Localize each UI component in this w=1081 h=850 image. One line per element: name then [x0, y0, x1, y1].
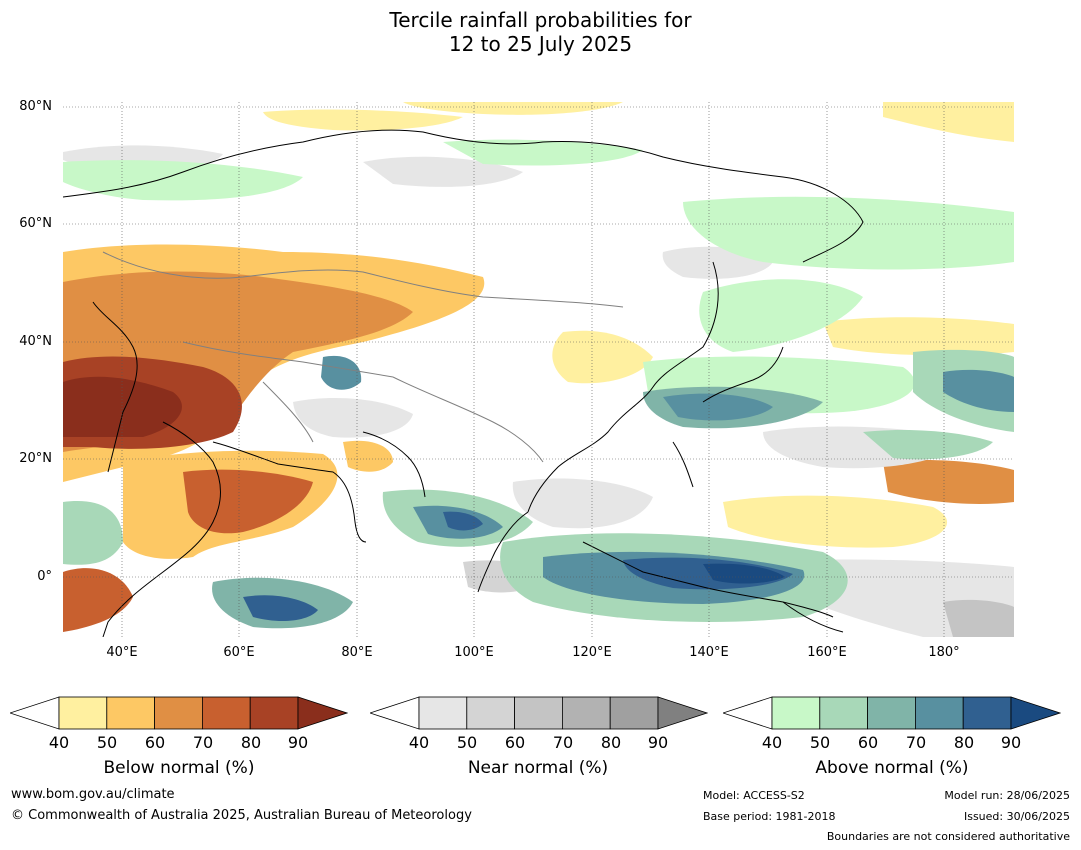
- colorbar-below-segments: [58, 696, 299, 730]
- colorbar-near-segment-70: [561, 696, 611, 730]
- coastlines: [63, 129, 864, 637]
- lon-label-120e: 120°E: [572, 645, 612, 660]
- lon-label-180: 180°: [928, 645, 960, 660]
- colorbar-near-max-arrow: [657, 696, 708, 730]
- tick-below-80: 80: [240, 733, 262, 752]
- title-line-1: Tercile rainfall probabilities for: [389, 8, 692, 32]
- colorbar-near-ticks: 40 50 60 70 80 90: [399, 733, 679, 752]
- colorbar-below-segment-70: [201, 696, 251, 730]
- base-period: Base period: 1981-2018: [703, 810, 836, 823]
- tick-above-40: 40: [761, 733, 783, 752]
- lon-label-80e: 80°E: [341, 645, 373, 660]
- colorbar-below-title: Below normal (%): [103, 758, 255, 778]
- colorbar-near-segment-80: [609, 696, 659, 730]
- colorbar-below-normal: [10, 696, 348, 730]
- colorbar-above-segments: [771, 696, 1012, 730]
- colorbar-above-segment-40: [771, 696, 821, 730]
- colorbar-above-segment-60: [867, 696, 916, 730]
- colorbar-near-segment-50: [466, 696, 516, 730]
- model-run-date: Model run: 28/06/2025: [944, 789, 1070, 802]
- lat-label-0: 0°: [37, 569, 52, 584]
- colorbar-above-segment-80: [962, 696, 1012, 730]
- tick-above-80: 80: [953, 733, 975, 752]
- country-borders: [102, 251, 624, 463]
- colorbar-above-segment-50: [819, 696, 869, 730]
- lon-label-40e: 40°E: [106, 645, 138, 660]
- tick-near-50: 50: [456, 733, 478, 752]
- tick-above-90: 90: [1000, 733, 1022, 752]
- tick-near-60: 60: [504, 733, 526, 752]
- colorbar-below-segment-80: [249, 696, 299, 730]
- colorbar-near-segments: [418, 696, 659, 730]
- lat-label-40n: 40°N: [19, 334, 52, 349]
- tick-near-40: 40: [408, 733, 430, 752]
- tick-above-70: 70: [905, 733, 927, 752]
- tick-below-70: 70: [192, 733, 214, 752]
- colorbar-near-segment-60: [514, 696, 563, 730]
- colorbar-above-normal: [723, 696, 1061, 730]
- model-name: Model: ACCESS-S2: [703, 789, 805, 802]
- map-canvas: [63, 102, 1014, 637]
- colorbar-near-segment-40: [418, 696, 468, 730]
- colorbar-below-segment-60: [154, 696, 203, 730]
- colorbar-near-title: Near normal (%): [467, 758, 609, 778]
- colorbar-near-normal: [370, 696, 708, 730]
- colorbar-above-title: Above normal (%): [815, 758, 969, 778]
- tick-below-40: 40: [48, 733, 70, 752]
- colorbar-below-ticks: 40 50 60 70 80 90: [39, 733, 319, 752]
- copyright-text: © Commonwealth of Australia 2025, Austra…: [11, 808, 472, 823]
- graticule: [63, 102, 1014, 637]
- lon-label-160e: 160°E: [807, 645, 847, 660]
- colorbar-above-ticks: 40 50 60 70 80 90: [752, 733, 1032, 752]
- colorbar-below-min-arrow: [10, 696, 60, 730]
- tick-above-50: 50: [809, 733, 831, 752]
- map-title: Tercile rainfall probabilities for 12 to…: [0, 8, 1081, 56]
- tick-below-50: 50: [96, 733, 118, 752]
- colorbar-below-max-arrow: [297, 696, 348, 730]
- lon-label-140e: 140°E: [689, 645, 729, 660]
- lon-label-60e: 60°E: [223, 645, 255, 660]
- above-normal-areas: [63, 139, 1014, 629]
- colorbar-near-min-arrow: [370, 696, 420, 730]
- tick-above-60: 60: [857, 733, 879, 752]
- tick-near-90: 90: [647, 733, 669, 752]
- tick-near-80: 80: [600, 733, 622, 752]
- tick-near-70: 70: [552, 733, 574, 752]
- boundary-disclaimer: Boundaries are not considered authoritat…: [826, 830, 1070, 843]
- lon-label-100e: 100°E: [454, 645, 494, 660]
- rainfall-map: [63, 102, 1014, 637]
- title-line-2: 12 to 25 July 2025: [448, 32, 633, 56]
- lat-label-60n: 60°N: [19, 216, 52, 231]
- issued-date: Issued: 30/06/2025: [963, 810, 1070, 823]
- colorbar-above-max-arrow: [1010, 696, 1061, 730]
- website-link[interactable]: www.bom.gov.au/climate: [11, 787, 175, 802]
- lat-label-20n: 20°N: [19, 451, 52, 466]
- colorbar-below-segment-50: [106, 696, 156, 730]
- tick-below-90: 90: [287, 733, 309, 752]
- colorbar-above-segment-70: [914, 696, 964, 730]
- tick-below-60: 60: [144, 733, 166, 752]
- lat-label-80n: 80°N: [19, 99, 52, 114]
- colorbar-below-segment-40: [58, 696, 108, 730]
- colorbar-above-min-arrow: [723, 696, 773, 730]
